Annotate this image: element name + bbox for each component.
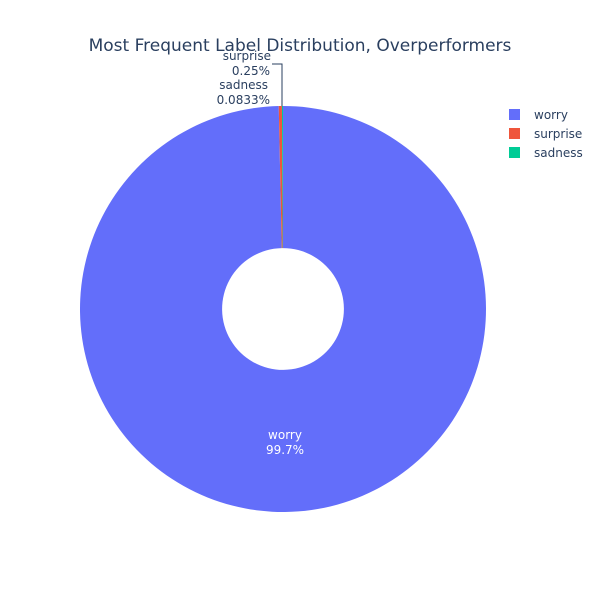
slice-percent-sadness: 0.0833% [217, 93, 270, 107]
leader-line-surprise [272, 63, 283, 106]
slice-surprise[interactable] [278, 106, 283, 249]
legend[interactable]: worry surprise sadness [509, 108, 583, 160]
slice-worry[interactable] [79, 106, 486, 512]
legend-item-worry[interactable]: worry [509, 108, 568, 122]
slice-label-sadness: sadness [219, 78, 268, 92]
slice-percent-worry: 99.7% [266, 443, 304, 457]
legend-swatch-sadness [509, 147, 520, 158]
slices-layer [79, 106, 486, 512]
slice-label-worry: worry [268, 428, 302, 442]
legend-label-surprise: surprise [534, 127, 582, 141]
legend-swatch-surprise [509, 128, 520, 139]
legend-item-surprise[interactable]: surprise [509, 127, 582, 141]
legend-label-sadness: sadness [534, 146, 583, 160]
chart-title: Most Frequent Label Distribution, Overpe… [89, 36, 512, 56]
slice-sadness[interactable] [281, 106, 283, 249]
legend-item-sadness[interactable]: sadness [509, 146, 583, 160]
slice-label-surprise: surprise [223, 49, 271, 63]
legend-swatch-worry [509, 109, 520, 120]
slice-percent-surprise: 0.25% [232, 64, 270, 78]
legend-label-worry: worry [534, 108, 568, 122]
